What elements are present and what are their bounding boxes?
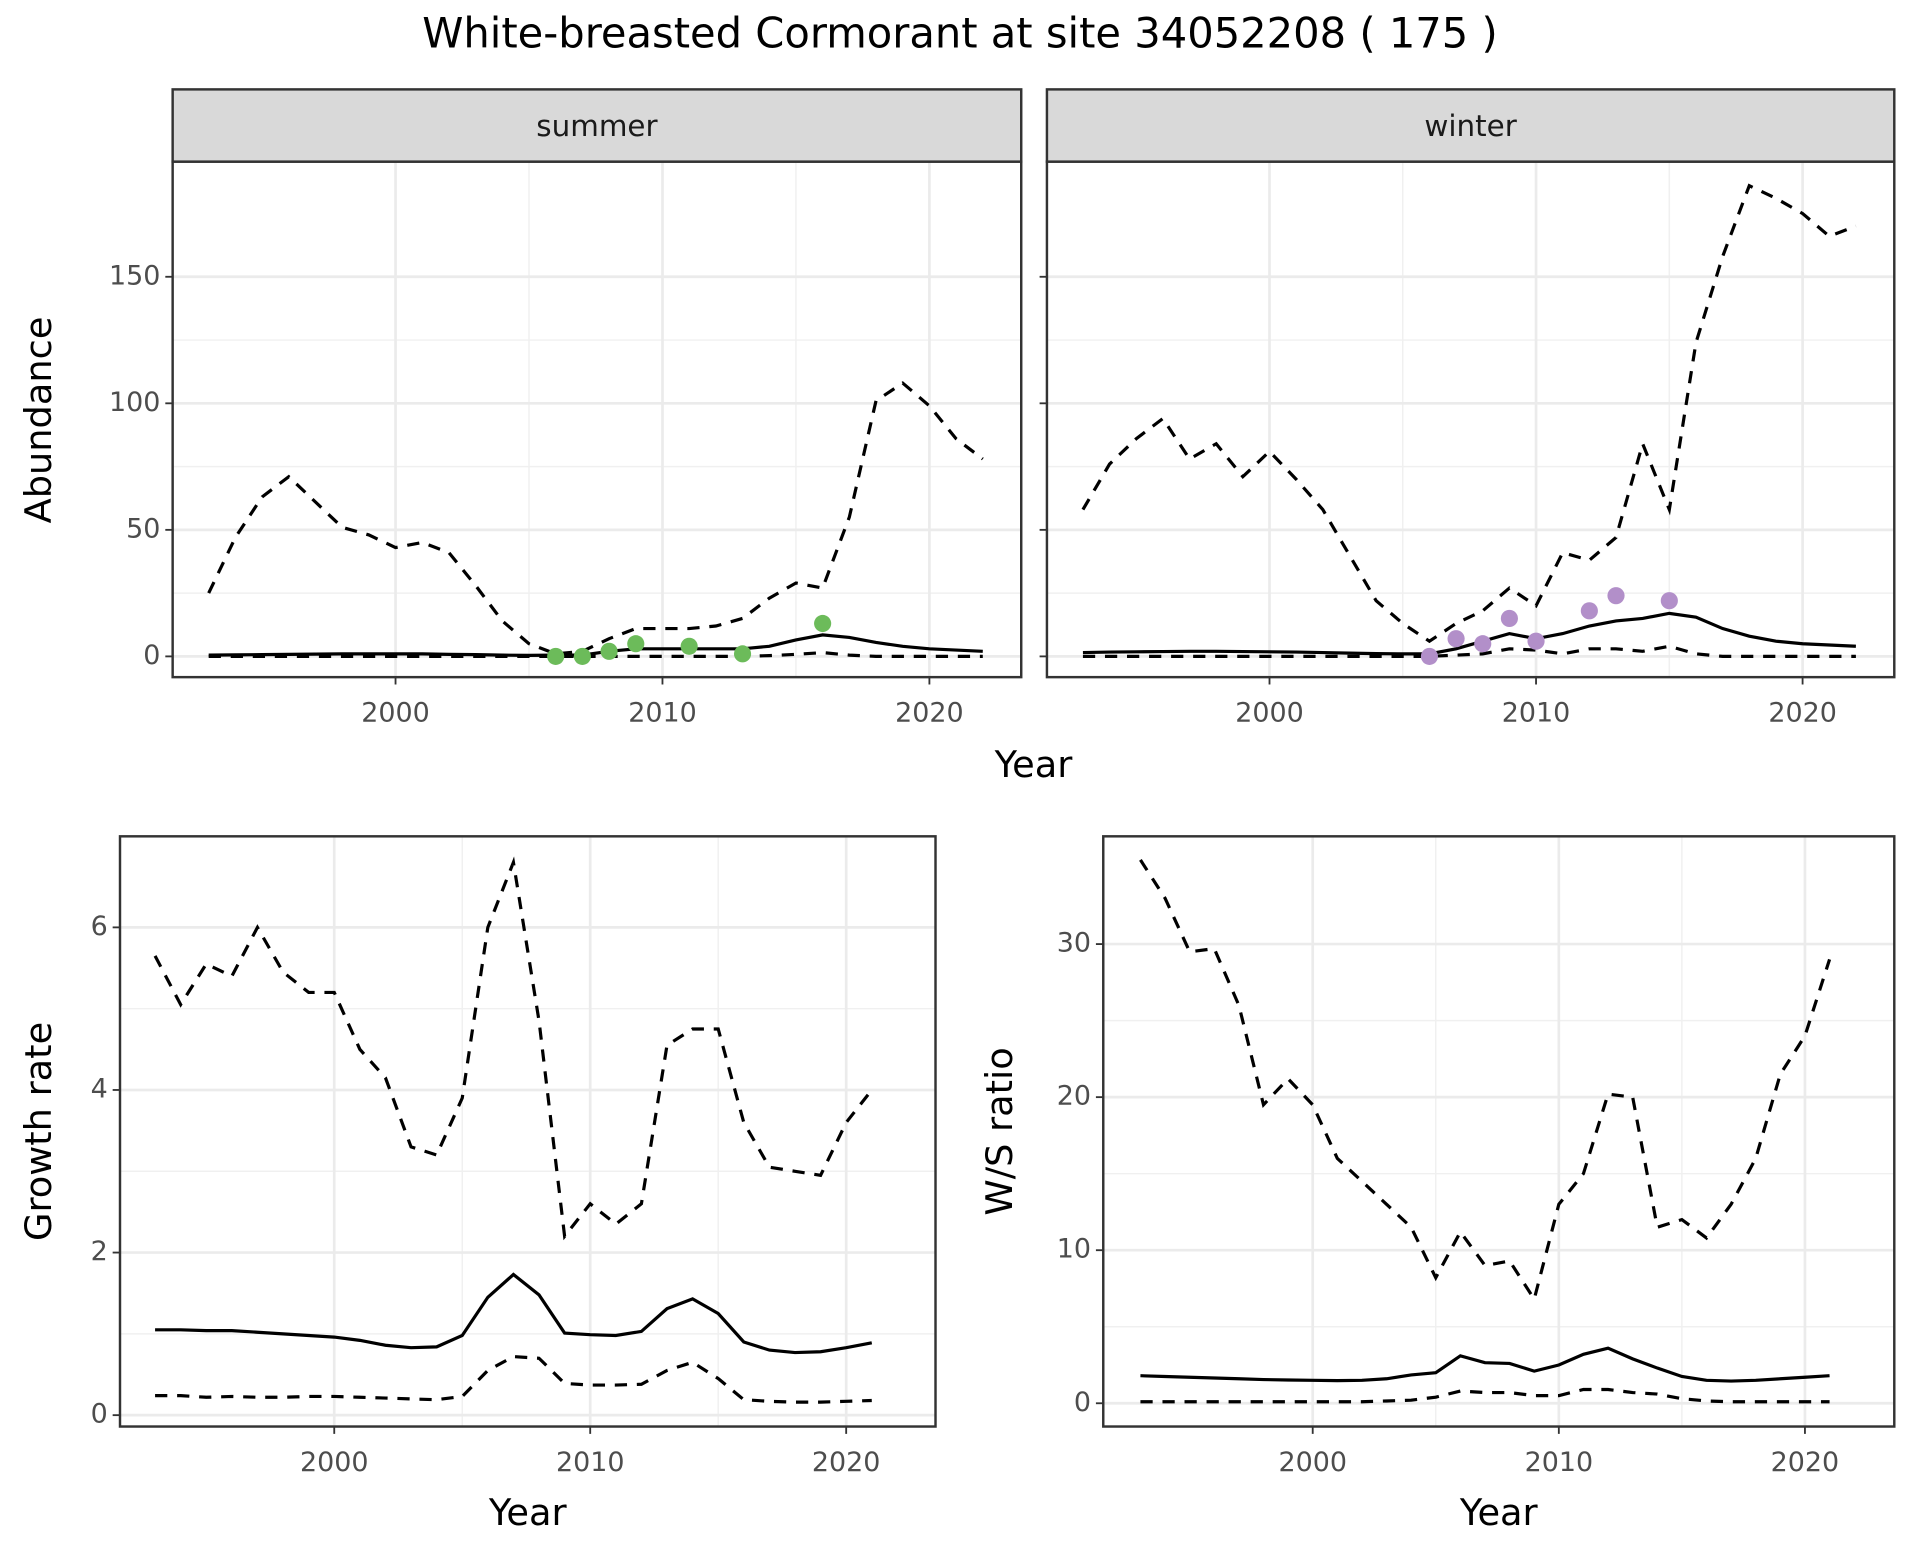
y-axis-title: W/S ratio — [978, 1047, 1021, 1215]
observed-point — [814, 614, 832, 633]
observed-point — [600, 642, 618, 660]
observed-point — [680, 637, 698, 655]
mean-line — [1082, 611, 1856, 656]
strip — [171, 88, 1023, 163]
x-axis-title: Year — [488, 1491, 568, 1534]
interval-line — [155, 1354, 872, 1404]
interval-line — [153, 856, 874, 1241]
y-tick-label: 30 — [1057, 928, 1091, 959]
y-tick-label: 10 — [1057, 1234, 1091, 1265]
observed-point — [1420, 647, 1439, 665]
interval-line — [207, 381, 984, 656]
y-tick-label: 0 — [1074, 1387, 1091, 1418]
y-tick-label: 6 — [91, 911, 108, 942]
observed-point — [1500, 609, 1518, 628]
strip-label: winter — [1424, 109, 1517, 143]
observed-point — [1474, 635, 1492, 653]
y-tick-label: 4 — [91, 1073, 108, 1104]
x-tick-label: 2020 — [1768, 697, 1837, 728]
panel-background — [1103, 836, 1895, 1427]
figure-title: White-breasted Cormorant at site 3405220… — [422, 9, 1498, 58]
observed-point — [573, 647, 591, 665]
x-tick-label: 2000 — [1278, 1447, 1347, 1478]
panel-border — [1102, 835, 1896, 1428]
strip — [1045, 88, 1896, 163]
x-axis-title: Year — [1459, 1491, 1539, 1534]
x-tick-label: 2000 — [300, 1447, 369, 1478]
x-tick-label: 2020 — [1771, 1447, 1840, 1478]
x-tick-label: 2010 — [1525, 1447, 1594, 1478]
mean-line — [155, 1272, 873, 1355]
strip-label: summer — [536, 109, 658, 143]
observed-point — [733, 645, 752, 663]
y-tick-label: 150 — [109, 260, 160, 291]
x-tick-label: 2010 — [556, 1447, 625, 1478]
x-tick-label: 2010 — [628, 697, 697, 728]
x-tick-label: 2020 — [895, 697, 964, 728]
y-axis-title: Growth rate — [17, 1022, 60, 1241]
observed-point — [1607, 587, 1625, 605]
x-tick-label: 2000 — [1235, 697, 1304, 728]
observed-point — [1447, 630, 1465, 648]
panel-background — [172, 161, 1022, 678]
y-tick-label: 2 — [91, 1236, 108, 1267]
y-tick-label: 0 — [91, 1399, 108, 1430]
x-tick-label: 2010 — [1502, 697, 1571, 728]
x-axis-title: Year — [994, 743, 1074, 786]
interval-line — [1139, 859, 1832, 1304]
observed-point — [627, 635, 645, 653]
panel-background — [120, 836, 936, 1427]
observed-point — [547, 647, 565, 665]
panel-background — [1046, 161, 1895, 678]
observed-point — [1527, 632, 1545, 650]
y-tick-label: 20 — [1057, 1081, 1091, 1112]
mean-line — [208, 633, 983, 657]
x-tick-label: 2000 — [361, 697, 430, 728]
y-tick-label: 0 — [143, 640, 160, 671]
panel-border — [118, 835, 937, 1428]
x-tick-label: 2020 — [812, 1447, 881, 1478]
interval-line — [1140, 1387, 1830, 1404]
y-tick-label: 100 — [109, 387, 160, 418]
observed-point — [1660, 592, 1678, 610]
observed-point — [1580, 602, 1598, 620]
mean-line — [1140, 1346, 1830, 1383]
interval-line — [208, 650, 983, 658]
interval-line — [1082, 644, 1856, 658]
y-tick-label: 50 — [126, 513, 160, 544]
y-axis-title: Abundance — [17, 317, 60, 524]
interval-line — [1081, 183, 1857, 644]
